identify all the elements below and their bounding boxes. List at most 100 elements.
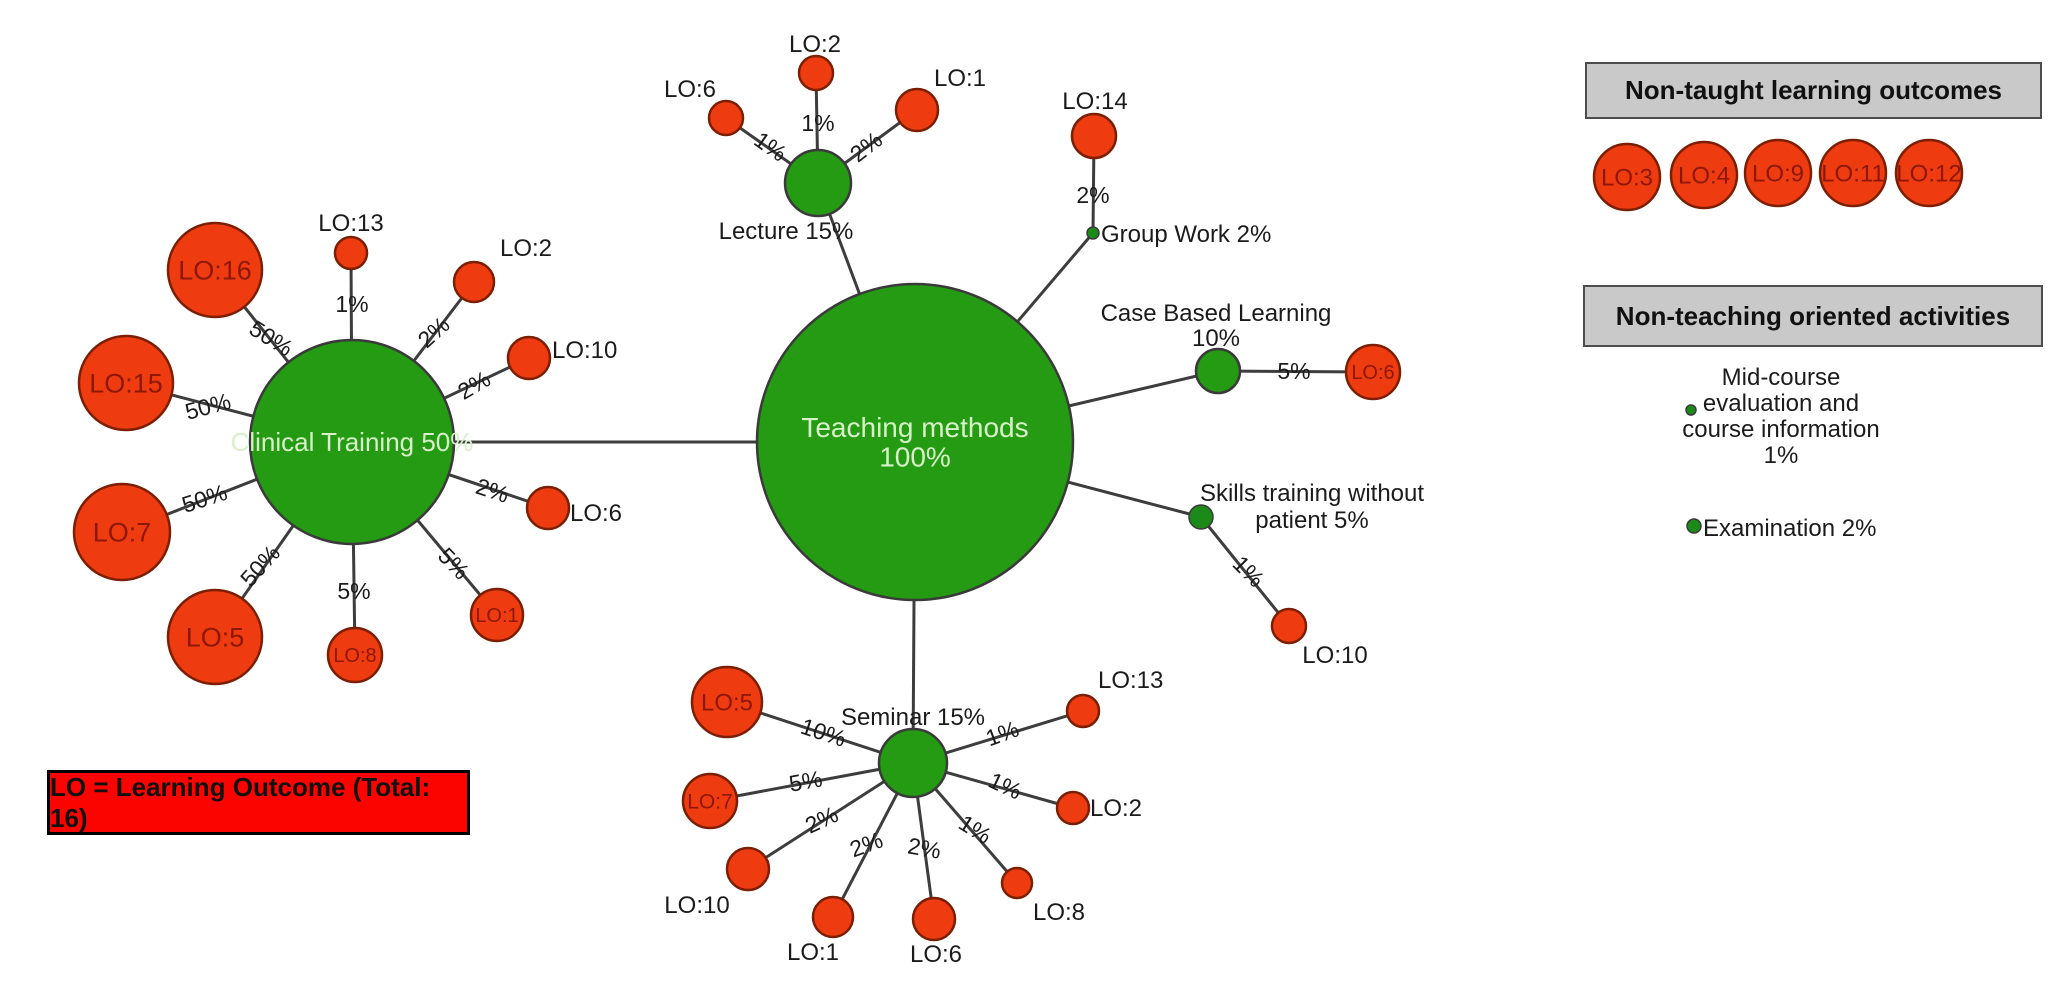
ct-lo8-circle: [326, 626, 384, 684]
mid-course-dot-label: 1%: [1764, 442, 1799, 469]
sem-lo10-circle: [725, 846, 771, 892]
gw-lo14-label: LO:14: [1062, 88, 1127, 115]
edge-percentage-label: 2%: [846, 827, 886, 863]
case-based-learning-circle: [1194, 347, 1242, 395]
ct-lo2-circle: [452, 260, 496, 304]
ct-lo13-label: LO:13: [318, 210, 383, 237]
cbl-lo6-label: LO:6: [1351, 362, 1394, 384]
lecture-circle: [783, 148, 853, 218]
mid-course-dot-label: course information: [1682, 416, 1879, 443]
sem-lo1-label: LO:1: [787, 939, 839, 966]
skills-training-circle: [1188, 504, 1214, 530]
legend-lo12-circle: [1894, 138, 1964, 208]
ct-lo5-circle: [166, 588, 264, 686]
non-teaching-legend-panel: Non-teaching oriented activities: [1583, 285, 2043, 347]
cbl-lo6-circle: [1344, 343, 1402, 401]
edge-percentage-label: 1%: [985, 767, 1026, 805]
ct-lo16-label: LO:16: [178, 255, 252, 285]
lec-lo2-circle: [797, 54, 835, 92]
lo-abbreviation-note: LO = Learning Outcome (Total: 16): [47, 770, 470, 835]
legend-lo4-label: LO:4: [1678, 162, 1730, 189]
edge-percentage-label: 5%: [337, 578, 370, 604]
non-taught-legend-panel: Non-taught learning outcomes: [1585, 62, 2042, 119]
lec-lo2-label: LO:2: [789, 31, 841, 58]
edge-percentage-label: 50%: [182, 388, 233, 425]
mid-course-dot-label: Mid-course: [1722, 364, 1841, 391]
skills-training-label: Skills training without: [1200, 480, 1424, 507]
group-work-circle: [1086, 226, 1100, 240]
legend-lo9-label: LO:9: [1752, 160, 1804, 187]
edge-percentage-label: 5%: [787, 765, 824, 796]
sem-lo6-label: LO:6: [910, 941, 962, 968]
examination-dot-circle: [1686, 518, 1702, 534]
ct-lo6-label: LO:6: [570, 500, 622, 527]
seminar-label: Seminar 15%: [841, 704, 985, 731]
edge-percentage-label: 1%: [954, 809, 996, 849]
sem-lo6-circle: [911, 896, 957, 942]
case-based-learning-label: Case Based Learning: [1101, 300, 1332, 327]
teaching-methods-label: 100%: [879, 442, 951, 473]
ct-lo15-circle: [77, 334, 175, 432]
ct-lo16-circle: [166, 221, 264, 319]
legend-lo3-circle: [1592, 142, 1662, 212]
sem-lo13-label: LO:13: [1098, 667, 1163, 694]
edge-percentage-label: 2%: [801, 801, 842, 839]
edge-percentage-label: 5%: [1277, 358, 1310, 384]
ct-lo1-circle: [469, 587, 525, 643]
seminar-circle: [877, 727, 949, 799]
sem-lo8-label: LO:8: [1033, 899, 1085, 926]
lec-lo6-label: LO:6: [664, 76, 716, 103]
ct-lo5-label: LO:5: [186, 622, 245, 652]
sem-lo7-label: LO:7: [687, 790, 733, 813]
legend-lo11-label: LO:11: [1821, 160, 1885, 187]
legend-lo11-circle: [1818, 138, 1888, 208]
sem-lo13-circle: [1065, 693, 1101, 729]
teaching-methods-circle: [755, 282, 1075, 602]
group-work-label: Group Work 2%: [1101, 221, 1271, 248]
skills-lo10-label: LO:10: [1302, 642, 1367, 669]
edge-percentage-label: 1%: [982, 716, 1022, 752]
ct-lo13-circle: [333, 235, 369, 271]
edge-percentage-label: 2%: [473, 473, 513, 508]
mid-course-dot-circle: [1685, 404, 1697, 416]
skills-training-label: patient 5%: [1255, 507, 1368, 534]
ct-lo10-label: LO:10: [552, 337, 617, 364]
edge-percentage-label: 2%: [1076, 182, 1109, 208]
ct-lo10-circle: [506, 335, 552, 381]
edge-percentage-label: 5%: [433, 542, 475, 584]
non-taught-legend-title: Non-taught learning outcomes: [1625, 75, 2002, 105]
lo-abbreviation-note-text: LO = Learning Outcome (Total: 16): [50, 771, 431, 833]
edge-percentage-label: 1%: [335, 291, 368, 317]
sem-lo5-circle: [690, 665, 764, 739]
non-teaching-legend-title: Non-teaching oriented activities: [1615, 300, 2011, 331]
ct-lo6-circle: [525, 485, 571, 531]
ct-lo2-label: LO:2: [500, 235, 552, 262]
sem-lo5-label: LO:5: [701, 689, 753, 716]
sem-lo2-label: LO:2: [1090, 795, 1142, 822]
ct-lo15-label: LO:15: [89, 368, 163, 398]
edge-percentage-label: 2%: [845, 126, 887, 167]
legend-lo4-circle: [1669, 140, 1739, 210]
mid-course-dot-label: evaluation and: [1703, 390, 1859, 417]
gw-lo14-circle: [1070, 112, 1118, 160]
case-based-learning-label: 10%: [1192, 325, 1240, 352]
sem-lo2-circle: [1055, 790, 1091, 826]
edge-percentage-label: 50%: [245, 315, 298, 361]
sem-lo7-circle: [681, 772, 739, 830]
sem-lo1-circle: [811, 895, 855, 939]
lec-lo1-label: LO:1: [934, 65, 986, 92]
legend-lo12-label: LO:12: [1896, 160, 1961, 187]
edge-percentage-label: 1%: [801, 110, 834, 136]
ct-lo7-label: LO:7: [93, 517, 152, 547]
clinical-training-circle: [248, 338, 456, 546]
connector-line: [1199, 516, 1291, 627]
clinical-training-label: Clinical Training 50%: [231, 427, 474, 457]
legend-lo3-label: LO:3: [1601, 164, 1653, 191]
lec-lo6-circle: [707, 99, 745, 137]
sem-lo10-label: LO:10: [664, 892, 729, 919]
lecture-label: Lecture 15%: [719, 218, 854, 245]
edge-percentage-label: 50%: [179, 479, 231, 518]
edge-percentage-label: 2%: [906, 832, 943, 863]
